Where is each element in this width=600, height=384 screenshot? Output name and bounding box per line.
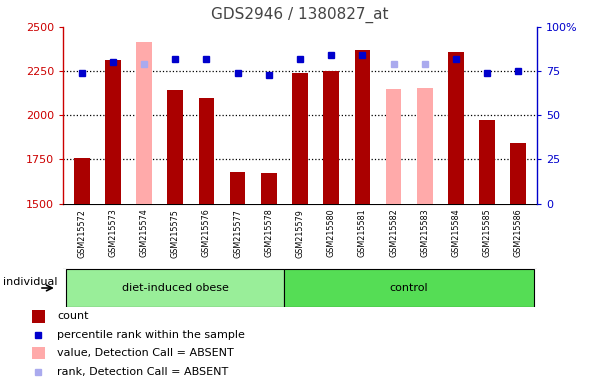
Text: value, Detection Call = ABSENT: value, Detection Call = ABSENT	[57, 348, 233, 358]
Bar	[199, 98, 214, 204]
Text: GSM215578: GSM215578	[265, 209, 274, 258]
Text: GSM215572: GSM215572	[77, 209, 86, 258]
Bar	[32, 347, 45, 359]
Text: GSM215581: GSM215581	[358, 209, 367, 257]
Text: control: control	[390, 283, 428, 293]
Text: GSM215584: GSM215584	[451, 209, 460, 257]
Text: GSM215582: GSM215582	[389, 209, 398, 258]
Text: individual: individual	[2, 277, 57, 287]
Title: GDS2946 / 1380827_at: GDS2946 / 1380827_at	[211, 7, 389, 23]
Text: GSM215576: GSM215576	[202, 209, 211, 258]
Text: GSM215573: GSM215573	[109, 209, 118, 258]
Bar	[136, 42, 152, 204]
Bar	[511, 144, 526, 204]
Text: diet-induced obese: diet-induced obese	[122, 283, 229, 293]
Bar	[417, 88, 433, 204]
Bar	[284, 269, 534, 307]
Bar	[479, 120, 495, 204]
Bar	[386, 89, 401, 204]
Bar	[292, 73, 308, 204]
Text: GSM215579: GSM215579	[296, 209, 305, 258]
Text: GSM215580: GSM215580	[326, 209, 335, 257]
Bar	[448, 51, 464, 204]
Text: percentile rank within the sample: percentile rank within the sample	[57, 330, 245, 340]
Bar	[74, 159, 89, 204]
Bar	[105, 60, 121, 204]
Text: count: count	[57, 311, 88, 321]
Bar	[261, 173, 277, 204]
Text: GSM215574: GSM215574	[140, 209, 149, 258]
Bar	[66, 269, 284, 307]
Bar	[355, 50, 370, 204]
Bar	[323, 71, 339, 204]
Bar	[167, 91, 183, 204]
Text: GSM215586: GSM215586	[514, 209, 523, 257]
Bar	[32, 310, 45, 323]
Text: GSM215583: GSM215583	[420, 209, 429, 257]
Text: GSM215575: GSM215575	[171, 209, 180, 258]
Text: GSM215577: GSM215577	[233, 209, 242, 258]
Text: GSM215585: GSM215585	[482, 209, 491, 258]
Text: rank, Detection Call = ABSENT: rank, Detection Call = ABSENT	[57, 367, 228, 377]
Bar	[230, 172, 245, 204]
